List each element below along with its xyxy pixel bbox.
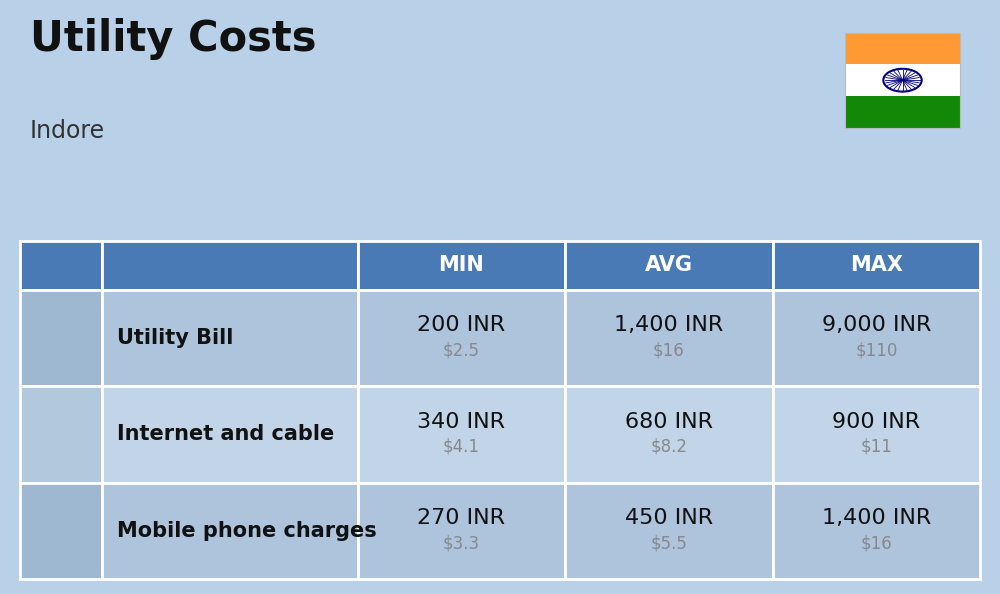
FancyBboxPatch shape (565, 386, 773, 483)
Text: $8.2: $8.2 (650, 438, 687, 456)
FancyBboxPatch shape (102, 290, 358, 386)
FancyBboxPatch shape (565, 290, 773, 386)
Text: 340 INR: 340 INR (417, 412, 505, 432)
Text: 200 INR: 200 INR (417, 315, 506, 336)
Text: Utility Bill: Utility Bill (117, 328, 233, 348)
FancyBboxPatch shape (565, 241, 773, 290)
Text: Mobile phone charges: Mobile phone charges (117, 521, 377, 541)
Text: MIN: MIN (439, 255, 484, 275)
Text: 450 INR: 450 INR (625, 508, 713, 528)
Text: MAX: MAX (850, 255, 903, 275)
Text: $16: $16 (653, 342, 685, 359)
FancyBboxPatch shape (358, 290, 565, 386)
Text: 1,400 INR: 1,400 INR (822, 508, 931, 528)
FancyBboxPatch shape (773, 386, 980, 483)
Text: 270 INR: 270 INR (417, 508, 505, 528)
FancyBboxPatch shape (358, 483, 565, 579)
FancyBboxPatch shape (773, 483, 980, 579)
FancyBboxPatch shape (20, 483, 102, 579)
Text: $4.1: $4.1 (443, 438, 480, 456)
Text: 1,400 INR: 1,400 INR (614, 315, 724, 336)
FancyBboxPatch shape (20, 386, 102, 483)
FancyBboxPatch shape (20, 241, 102, 290)
Text: $3.3: $3.3 (443, 535, 480, 552)
FancyBboxPatch shape (358, 386, 565, 483)
FancyBboxPatch shape (20, 290, 102, 386)
FancyBboxPatch shape (845, 96, 960, 128)
Text: Utility Costs: Utility Costs (30, 18, 316, 60)
FancyBboxPatch shape (102, 386, 358, 483)
Text: 9,000 INR: 9,000 INR (822, 315, 931, 336)
Text: $5.5: $5.5 (651, 535, 687, 552)
Text: Indore: Indore (30, 119, 105, 143)
Text: $110: $110 (855, 342, 898, 359)
Text: 900 INR: 900 INR (832, 412, 920, 432)
FancyBboxPatch shape (102, 483, 358, 579)
Text: $2.5: $2.5 (443, 342, 480, 359)
FancyBboxPatch shape (773, 290, 980, 386)
Text: AVG: AVG (645, 255, 693, 275)
Text: Internet and cable: Internet and cable (117, 424, 334, 444)
Text: $16: $16 (861, 535, 892, 552)
FancyBboxPatch shape (358, 241, 565, 290)
FancyBboxPatch shape (773, 241, 980, 290)
FancyBboxPatch shape (102, 241, 358, 290)
FancyBboxPatch shape (845, 64, 960, 96)
Text: $11: $11 (860, 438, 892, 456)
FancyBboxPatch shape (565, 483, 773, 579)
Text: 680 INR: 680 INR (625, 412, 713, 432)
FancyBboxPatch shape (845, 33, 960, 64)
